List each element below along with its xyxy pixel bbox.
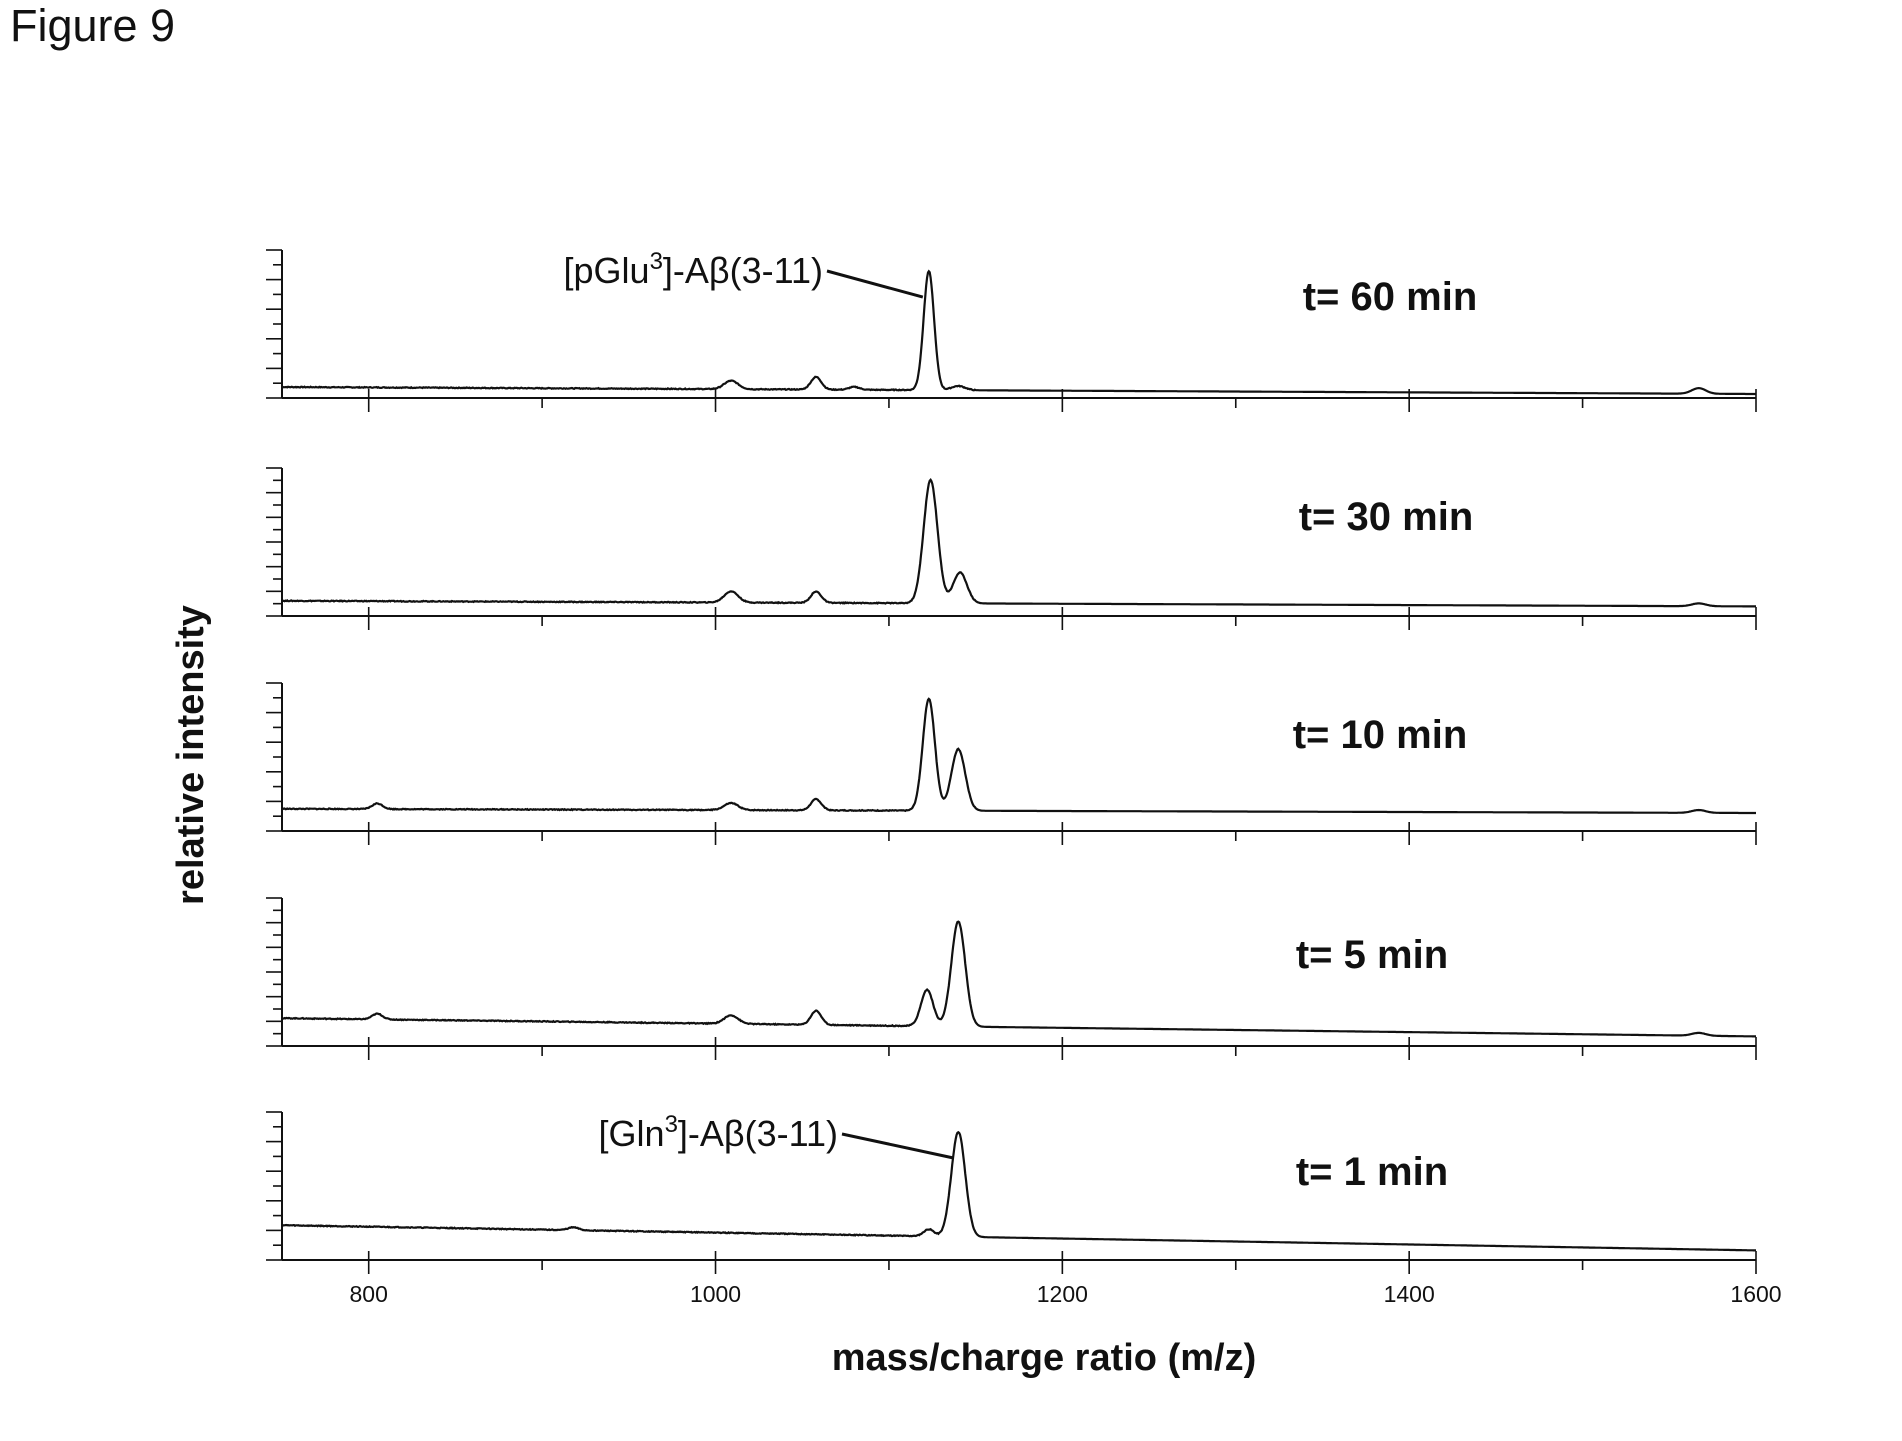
spectrum-panel: t= 1 min [Gln3]-Aβ(3-11) 800 1000 1200 1400 16… <box>266 1111 1782 1307</box>
peak-annotation: [Gln3]-Aβ(3-11) <box>599 1111 838 1154</box>
spectrum-trace <box>282 922 1756 1037</box>
x-axis-title: mass/charge ratio (m/z) <box>832 1337 1256 1379</box>
x-tick-label: 1600 <box>1730 1281 1781 1307</box>
x-tick-label: 1400 <box>1384 1281 1435 1307</box>
peak-annotation: [pGlu3]-Aβ(3-11) <box>564 248 823 291</box>
annotation-leader-line <box>842 1134 952 1158</box>
annotation-leader-line <box>827 271 923 297</box>
x-tick-label: 1000 <box>690 1281 741 1307</box>
time-label: t= 5 min <box>1296 933 1448 977</box>
y-axis-title: relative intensity <box>170 605 212 905</box>
spectrum-trace <box>282 480 1756 607</box>
spectrum-panel: t= 60 min [pGlu3]-Aβ(3-11) <box>266 248 1756 412</box>
spectrum-trace <box>282 699 1756 813</box>
spectrum-trace <box>282 1132 1756 1250</box>
time-label: t= 1 min <box>1296 1150 1448 1194</box>
spectrum-panel: t= 30 min <box>266 468 1756 630</box>
time-label: t= 30 min <box>1299 495 1474 539</box>
x-tick-label: 1200 <box>1037 1281 1088 1307</box>
spectra-panels: t= 60 min [pGlu3]-Aβ(3-11) t= 30 min t= 10 … <box>266 248 1782 1307</box>
spectrum-panel: t= 10 min <box>266 683 1756 845</box>
time-label: t= 60 min <box>1303 275 1478 319</box>
spectrum-panel: t= 5 min <box>266 898 1756 1060</box>
spectrum-trace <box>282 271 1756 394</box>
time-label: t= 10 min <box>1293 713 1468 757</box>
x-tick-label: 800 <box>350 1281 388 1307</box>
